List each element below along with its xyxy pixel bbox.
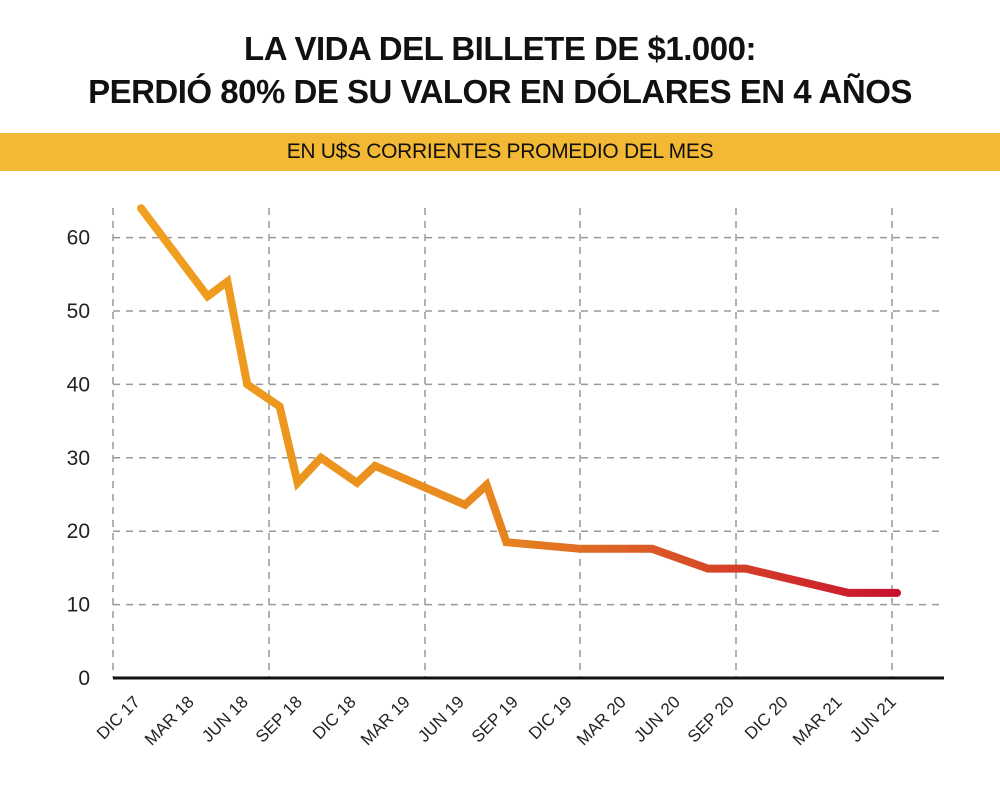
x-tick-label: JUN 21 bbox=[846, 692, 900, 746]
x-tick-label: MAR 18 bbox=[141, 692, 198, 749]
x-tick-label: MAR 20 bbox=[573, 692, 630, 749]
x-tick-label: SEP 20 bbox=[684, 692, 738, 746]
x-tick-label: MAR 21 bbox=[789, 692, 846, 749]
x-tick-label: SEP 19 bbox=[468, 692, 522, 746]
subtitle-banner: EN U$S CORRIENTES PROMEDIO DEL MES bbox=[0, 133, 1000, 171]
y-axis: 0 10 20 30 40 50 60 bbox=[67, 227, 90, 690]
grid bbox=[112, 208, 944, 678]
series-line bbox=[137, 204, 901, 597]
y-tick-label: 10 bbox=[67, 594, 90, 617]
x-tick-label: MAR 19 bbox=[357, 692, 414, 749]
y-tick-label: 40 bbox=[67, 373, 90, 396]
chart-title-line-2: PERDIÓ 80% DE SU VALOR EN DÓLARES EN 4 A… bbox=[88, 73, 912, 110]
y-tick-label: 0 bbox=[78, 667, 90, 690]
chart-subtitle: EN U$S CORRIENTES PROMEDIO DEL MES bbox=[286, 140, 714, 163]
x-tick-label: DIC 18 bbox=[309, 692, 360, 743]
chart-title-line-1: LA VIDA DEL BILLETE DE $1.000: bbox=[244, 30, 756, 67]
x-tick-label: DIC 17 bbox=[93, 692, 144, 743]
x-tick-label: JUN 19 bbox=[414, 692, 468, 746]
x-tick-label: JUN 18 bbox=[198, 692, 252, 746]
x-tick-label: DIC 20 bbox=[741, 692, 792, 743]
y-tick-label: 20 bbox=[67, 520, 90, 543]
x-tick-label: DIC 19 bbox=[525, 692, 576, 743]
x-tick-label: JUN 20 bbox=[630, 692, 684, 746]
x-tick-label: SEP 18 bbox=[252, 692, 306, 746]
y-tick-label: 60 bbox=[67, 227, 90, 250]
y-tick-label: 30 bbox=[67, 447, 90, 470]
y-tick-label: 50 bbox=[67, 300, 90, 323]
